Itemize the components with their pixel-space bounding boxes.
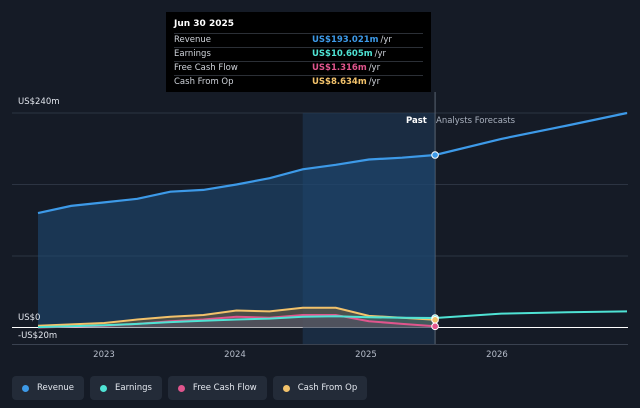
marker-revenue [431,151,439,159]
tooltip-row-value: US$1.316m [312,63,367,73]
tooltip-row-value: US$8.634m [312,77,367,87]
legend: Revenue Earnings Free Cash Flow Cash Fro… [12,376,368,400]
y-tick-label-bottom: -US$20m [18,331,58,341]
tooltip-row-name: Revenue [174,35,212,45]
area-layer [38,155,436,328]
x-tick-label-2025: 2025 [355,350,377,360]
tooltip-row-value: US$10.605m [312,49,373,59]
tooltip-date: Jun 30 2025 [174,19,235,29]
tooltip-row-name: Free Cash Flow [174,63,238,73]
tooltip-row-unit: /yr [380,35,392,45]
tooltip-row-free-cash-flow: Free Cash Flow US$1.316m /yr [174,61,423,75]
legend-dot-icon [177,384,185,392]
marker-free-cash-flow [431,322,439,331]
cash-from-op-line [37,306,436,327]
tooltip-row-unit: /yr [374,49,386,59]
legend-label: Free Cash Flow [192,383,257,393]
tooltip-row-unit: /yr [368,77,381,87]
tooltip-row-value: US$193.021m [312,35,379,45]
legend-dot-icon [100,384,108,392]
earnings-line [37,315,436,329]
legend-item-revenue[interactable]: Revenue [12,376,85,400]
legend-item-cash-from-op[interactable]: Cash From Op [272,376,368,400]
revenue-line [37,153,436,215]
past-label: Past [406,116,427,126]
y-tick-label-zero: US$0 [18,313,41,323]
legend-label: Earnings [115,383,152,393]
line-layer [37,111,628,329]
forecast-label: Analysts Forecasts [436,116,516,126]
marker-layer [431,151,439,331]
tooltip-row-unit: /yr [368,63,381,73]
legend-dot-icon [282,384,290,392]
y-tick-label-top: US$240m [18,97,60,107]
revenue-area [38,155,436,328]
legend-item-earnings[interactable]: Earnings [90,376,162,400]
tooltip-row-revenue: Revenue US$193.021m /yr [174,33,423,47]
tooltip-row-name: Earnings [174,49,211,59]
x-tick-label-2023: 2023 [93,350,115,360]
tooltip: Jun 30 2025 Revenue US$193.021m /yr Earn… [166,12,431,92]
earnings-forecast-line [435,310,628,319]
tooltip-row-earnings: Earnings US$10.605m /yr [174,47,423,61]
legend-label: Revenue [37,383,75,393]
legend-dot-icon [22,384,29,392]
tooltip-row-cash-from-op: Cash From Op US$8.634m /yr [174,75,423,89]
legend-label: Cash From Op [297,383,358,393]
revenue-forecast-line [434,111,628,157]
tooltip-row-name: Cash From Op [174,77,234,87]
x-tick-label-2024: 2024 [224,350,246,360]
marker-cash-from-op [431,316,439,324]
x-tick-label-2026: 2026 [486,350,508,360]
legend-item-free-cash-flow[interactable]: Free Cash Flow [167,376,267,400]
